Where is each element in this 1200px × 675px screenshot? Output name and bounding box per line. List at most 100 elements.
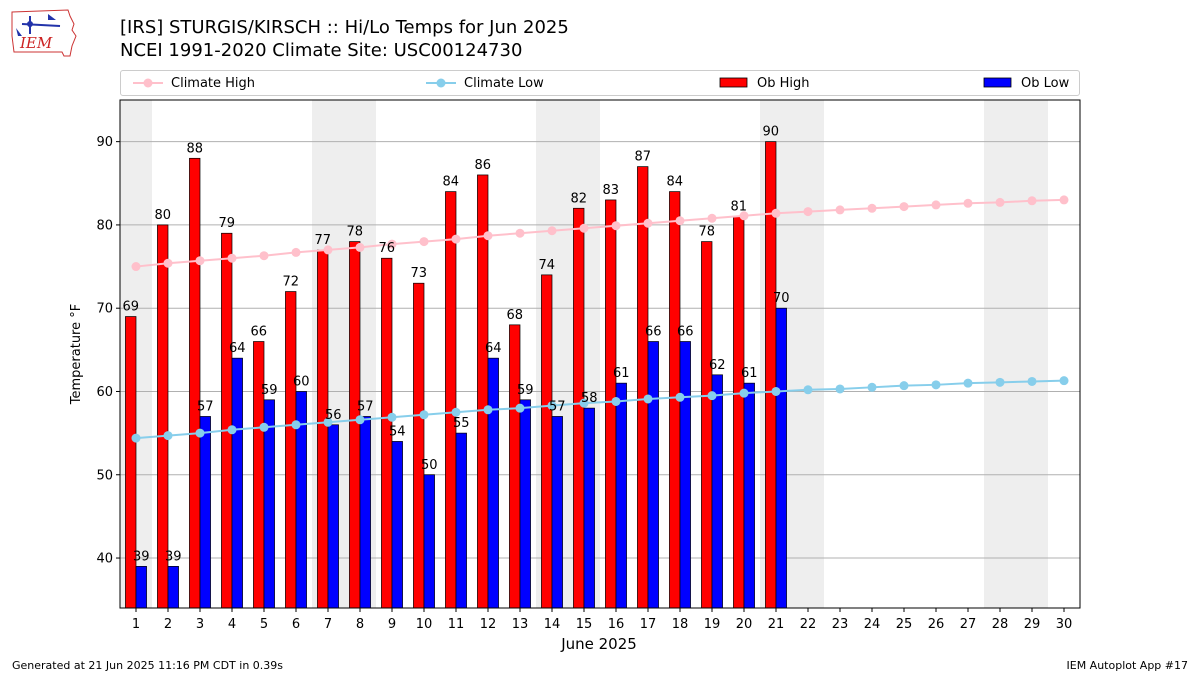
climate-high-point-day-28 xyxy=(995,197,1005,207)
ob-low-bar-day-3 xyxy=(199,416,211,609)
ob-high-value-label: 79 xyxy=(218,216,235,231)
plot-frame xyxy=(119,99,1081,609)
ob-high-bar-day-6 xyxy=(285,291,297,609)
ob-low-value-label: 59 xyxy=(261,383,278,398)
x-tick-label: 29 xyxy=(1024,617,1041,632)
y-tick-label: 50 xyxy=(96,468,113,483)
climate-high-point-day-26 xyxy=(931,200,941,210)
climate-high-point-day-24 xyxy=(867,203,877,213)
climate-high-point-day-30 xyxy=(1059,195,1069,205)
climate-low-point-day-28 xyxy=(995,377,1005,387)
climate-high-line xyxy=(135,198,1065,268)
climate-high-point-day-29 xyxy=(1027,196,1037,206)
ob-low-value-label: 54 xyxy=(389,424,406,439)
ob-high-bar-day-20 xyxy=(733,216,745,609)
x-tick-label: 14 xyxy=(544,617,561,632)
y-tick-label: 90 xyxy=(96,135,113,150)
ob-low-value-label: 62 xyxy=(709,358,726,373)
ob-low-bar-day-8 xyxy=(359,416,371,609)
legend-item-ob-high: Ob High xyxy=(719,71,810,95)
chart-title: [IRS] STURGIS/KIRSCH :: Hi/Lo Temps for … xyxy=(120,17,569,38)
climate-high-point-day-16 xyxy=(611,221,621,231)
legend-label-climate-low: Climate Low xyxy=(464,75,544,91)
ob-low-bar-day-12 xyxy=(487,357,499,609)
climate-low-point-day-14 xyxy=(547,401,557,411)
climate-low-line xyxy=(135,379,1065,440)
ob-high-value-label: 78 xyxy=(698,225,715,240)
climate-low-point-day-19 xyxy=(707,391,717,401)
ob-low-bar-day-16 xyxy=(615,382,627,609)
climate-low-point-day-16 xyxy=(611,396,621,406)
ob-low-value-label: 58 xyxy=(581,391,598,406)
climate-high-point-day-21 xyxy=(771,208,781,218)
climate-low-point-day-29 xyxy=(1027,376,1037,386)
ob-high-value-label: 82 xyxy=(570,191,587,206)
x-tick-label: 8 xyxy=(356,617,364,632)
x-tick-label: 10 xyxy=(416,617,433,632)
ob-high-value-label: 90 xyxy=(762,125,779,140)
ob-low-value-label: 59 xyxy=(517,383,534,398)
climate-high-point-day-17 xyxy=(643,218,653,228)
x-tick-label: 21 xyxy=(768,617,785,632)
legend: Climate High Climate Low Ob High Ob Low xyxy=(120,70,1080,96)
grid-lines xyxy=(120,141,1080,559)
climate-low-point-day-15 xyxy=(579,398,589,408)
ob-high-bar-day-5 xyxy=(253,341,265,609)
y-tick-label: 40 xyxy=(96,552,113,567)
ob-high-value-label: 88 xyxy=(186,141,203,156)
ob-low-bar-day-15 xyxy=(583,407,595,609)
x-tick-label: 3 xyxy=(196,617,204,632)
ob-high-value-label: 69 xyxy=(122,300,139,315)
ob-high-bar-day-11 xyxy=(445,191,457,609)
climate-low-swatch-icon xyxy=(426,78,456,88)
climate-low-point-day-20 xyxy=(739,388,749,398)
ob-low-value-label: 57 xyxy=(549,399,566,414)
ob-high-value-label: 80 xyxy=(154,208,171,223)
y-tick-label: 60 xyxy=(96,385,113,400)
climate-low-point-day-11 xyxy=(451,407,461,417)
climate-low-point-day-2 xyxy=(163,431,173,441)
ob-low-value-label: 56 xyxy=(325,408,342,423)
ob-high-bar-day-14 xyxy=(541,274,553,609)
climate-high-point-day-19 xyxy=(707,213,717,223)
climate-high-point-day-14 xyxy=(547,226,557,236)
ob-low-bar-day-10 xyxy=(423,474,435,609)
ob-low-value-label: 55 xyxy=(453,416,470,431)
ob-high-value-label: 73 xyxy=(410,266,427,281)
ob-low-value-label: 57 xyxy=(357,399,374,414)
ob-low-value-label: 66 xyxy=(645,325,662,340)
ob-low-bar-day-4 xyxy=(231,357,243,609)
x-tick-label: 17 xyxy=(640,617,657,632)
climate-high-point-day-22 xyxy=(803,207,813,217)
ob-high-value-label: 72 xyxy=(282,275,299,290)
climate-low-point-day-18 xyxy=(675,392,685,402)
x-tick-label: 12 xyxy=(480,617,497,632)
x-tick-label: 4 xyxy=(228,617,236,632)
x-tick-label: 28 xyxy=(992,617,1009,632)
x-tick-label: 1 xyxy=(132,617,140,632)
ob-high-bar-day-15 xyxy=(573,207,585,609)
climate-high-point-day-5 xyxy=(259,251,269,261)
weekend-shade-day-22 xyxy=(792,100,824,608)
ob-high-value-label: 76 xyxy=(378,241,395,256)
legend-label-ob-high: Ob High xyxy=(757,75,810,91)
footer-app-text: IEM Autoplot App #17 xyxy=(1066,659,1189,672)
ob-low-value-label: 50 xyxy=(421,458,438,473)
y-tick-label: 80 xyxy=(96,218,113,233)
climate-high-point-day-23 xyxy=(835,205,845,215)
x-tick-label: 7 xyxy=(324,617,332,632)
ob-high-value-label: 87 xyxy=(634,150,651,165)
climate-low-point-day-22 xyxy=(803,385,813,395)
ob-low-value-label: 64 xyxy=(485,341,502,356)
legend-item-climate-low: Climate Low xyxy=(426,71,544,95)
logo-text: IEM xyxy=(19,34,53,52)
climate-low-point-day-13 xyxy=(515,403,525,413)
x-tick-label: 16 xyxy=(608,617,625,632)
climate-high-swatch-icon xyxy=(133,78,163,88)
ob-low-value-label: 57 xyxy=(197,399,214,414)
legend-item-ob-low: Ob Low xyxy=(983,71,1069,95)
ob-high-bar-day-8 xyxy=(349,241,361,609)
climate-low-point-day-17 xyxy=(643,394,653,404)
legend-label-ob-low: Ob Low xyxy=(1021,75,1070,91)
